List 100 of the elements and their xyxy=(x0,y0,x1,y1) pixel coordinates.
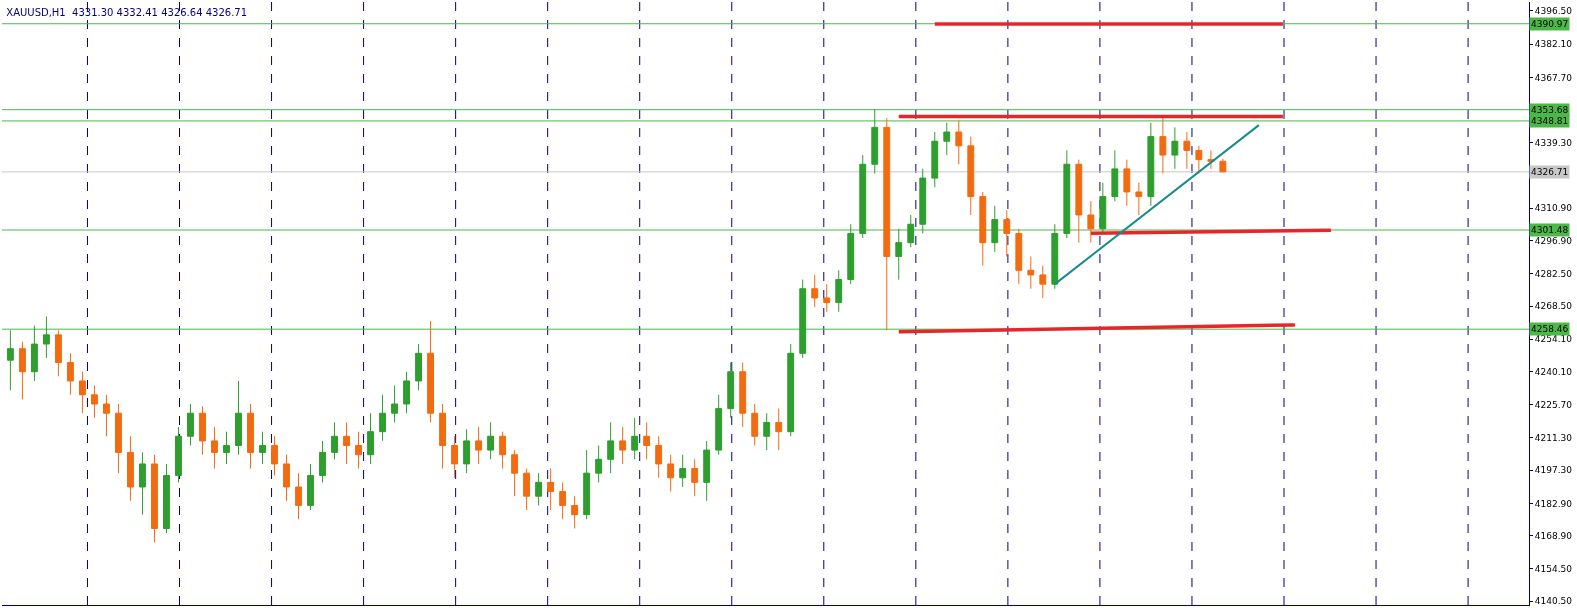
candlestick xyxy=(1111,149,1119,202)
text: XAUUSD,H1 4331.30 4332.41 4326.64 4326.71 xyxy=(6,7,248,19)
candlestick xyxy=(667,454,675,493)
candlestick xyxy=(319,440,326,483)
candlestick xyxy=(955,119,963,165)
candlestick xyxy=(78,371,86,414)
candlestick xyxy=(1087,200,1095,244)
candlestick xyxy=(367,412,374,465)
candlestick xyxy=(679,454,687,488)
candlestick xyxy=(379,394,386,442)
candlestick xyxy=(42,315,50,359)
candlestick xyxy=(823,283,831,313)
candlestick xyxy=(499,431,507,470)
candlestick xyxy=(271,435,278,476)
y-tick-label: 4339.30 xyxy=(1534,137,1573,148)
ref-line-label: 4258.46 xyxy=(1531,324,1569,334)
y-tick-label: 4225.70 xyxy=(1534,399,1573,410)
candlestick xyxy=(979,191,987,267)
candlestick xyxy=(595,444,603,483)
candlestick xyxy=(199,405,206,456)
candlestick xyxy=(739,362,747,428)
candlestick xyxy=(403,371,410,414)
candlestick xyxy=(967,136,975,216)
candlestick xyxy=(943,122,951,156)
candlestick xyxy=(799,279,807,359)
candlestick xyxy=(619,426,627,465)
candlestick xyxy=(283,454,290,502)
candlestick xyxy=(1099,182,1107,234)
candlestick xyxy=(631,417,639,460)
candlestick xyxy=(1135,182,1143,216)
candlestick xyxy=(547,468,555,511)
candlestick xyxy=(571,495,579,529)
candlestick xyxy=(1051,223,1059,290)
y-tick-label: 4182.90 xyxy=(1534,498,1573,509)
y-tick-label: 4282.50 xyxy=(1534,268,1573,279)
y-tick-label: 4197.30 xyxy=(1534,465,1573,476)
candlestick xyxy=(1183,131,1191,170)
candlestick xyxy=(1207,149,1215,170)
candlestick xyxy=(787,343,795,437)
y-tick-label: 4396.50 xyxy=(1534,6,1573,17)
candlestick xyxy=(1147,122,1155,207)
candlestick xyxy=(931,131,939,188)
candlestick xyxy=(163,463,170,534)
candlestick xyxy=(127,435,134,502)
candlestick xyxy=(1171,126,1179,170)
candlestick xyxy=(451,435,459,479)
y-tick-label: 4382.10 xyxy=(1534,39,1573,50)
candlestick xyxy=(703,440,711,502)
candlestick xyxy=(463,428,471,474)
ref-line-label: 4326.71 xyxy=(1531,167,1569,177)
candlestick xyxy=(775,408,783,451)
candlestick xyxy=(187,403,194,446)
candlestick xyxy=(6,329,14,391)
candlestick xyxy=(511,449,519,497)
candlestick xyxy=(30,325,38,382)
ref-line-label: 4353.68 xyxy=(1531,105,1569,115)
candlestick xyxy=(1027,255,1035,290)
candlestick xyxy=(643,421,651,460)
candlestick xyxy=(895,228,903,281)
candlestick xyxy=(607,421,615,474)
candlestick xyxy=(415,343,422,391)
candlestick xyxy=(1003,209,1011,257)
candlestick xyxy=(475,426,483,465)
y-tick-label: 4211.30 xyxy=(1534,433,1573,444)
y-tick-label: 4240.10 xyxy=(1534,366,1573,377)
candlestick xyxy=(307,463,314,511)
candlestick xyxy=(871,108,879,174)
candlestick xyxy=(907,214,915,248)
candlestick xyxy=(139,451,146,516)
candlestick xyxy=(355,431,362,470)
candlestick xyxy=(259,431,266,465)
y-tick-label: 4168.90 xyxy=(1534,530,1573,541)
candlestick xyxy=(1219,158,1227,173)
candlestick xyxy=(115,403,122,474)
candlestick xyxy=(91,385,98,419)
y-tick-label: 4268.50 xyxy=(1534,301,1573,312)
candlestick xyxy=(535,472,543,506)
candlestick xyxy=(811,274,819,308)
candlestick xyxy=(1039,265,1047,299)
ref-line-label: 4348.81 xyxy=(1531,116,1569,126)
y-tick-label: 4310.90 xyxy=(1534,203,1573,214)
candlestick xyxy=(1063,149,1071,239)
candlestick xyxy=(583,449,591,520)
candlestick xyxy=(18,341,26,400)
candlestick xyxy=(175,426,182,483)
candlestick xyxy=(523,468,531,511)
candlestick xyxy=(559,481,567,520)
y-tick-label: 4140.50 xyxy=(1534,596,1573,607)
candlestick xyxy=(1075,159,1083,244)
candlestick xyxy=(391,385,398,423)
y-tick-label: 4367.70 xyxy=(1534,72,1573,83)
candlestick xyxy=(763,412,771,451)
candlestick xyxy=(751,403,759,446)
candlestick xyxy=(211,426,218,470)
candlestick xyxy=(991,205,999,253)
candlestick xyxy=(235,380,242,456)
candlestick xyxy=(439,403,447,470)
candlestick xyxy=(835,269,843,313)
candlestick xyxy=(1195,145,1203,174)
candlestick xyxy=(727,362,735,419)
